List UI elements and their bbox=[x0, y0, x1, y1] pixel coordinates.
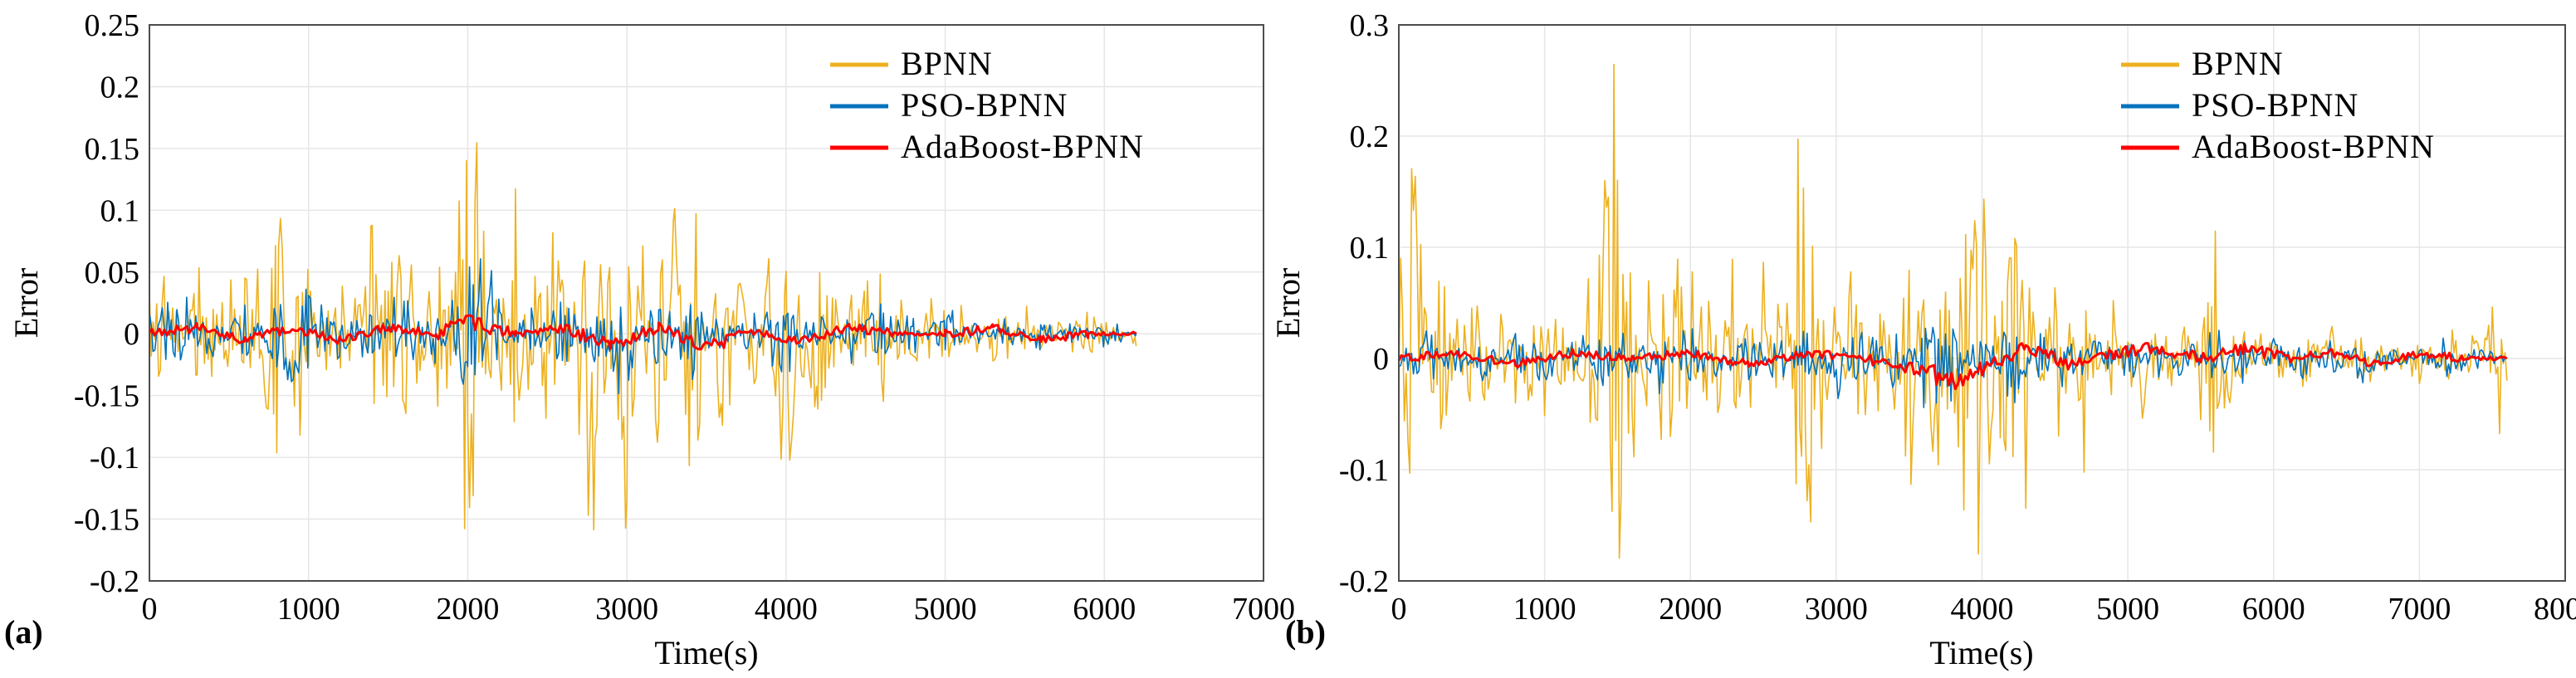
legend-label: PSO-BPNN bbox=[2192, 86, 2358, 124]
series-line-bpnn bbox=[1398, 63, 2508, 559]
legend-b: BPNN PSO-BPNN AdaBoost-BPNN bbox=[2121, 45, 2435, 165]
y-tick-label: 0 bbox=[1373, 342, 1389, 377]
x-tick-label: 7000 bbox=[1232, 592, 1295, 627]
x-tick-label: 3000 bbox=[595, 592, 658, 627]
x-axis-label-a: Time(s) bbox=[654, 634, 758, 671]
y-tick-label: -0.15 bbox=[74, 379, 139, 414]
panel-label-b: (b) bbox=[1285, 613, 1326, 651]
y-tick-label: -0.2 bbox=[1339, 564, 1389, 599]
legend-label: BPNN bbox=[901, 45, 993, 82]
series-line-pso-bpnn bbox=[149, 258, 1137, 395]
y-tick-label: -0.2 bbox=[90, 564, 139, 599]
grid-a bbox=[149, 24, 1264, 582]
chart-panel-b: 0.3 0.2 0.1 0 -0.1 -0.2 0 1000 2000 3000 4000 5000… bbox=[1269, 8, 2576, 671]
series-line-adaboost-bpnn bbox=[148, 314, 1137, 351]
x-tick-label: 5000 bbox=[914, 592, 977, 627]
legend-label: PSO-BPNN bbox=[901, 86, 1068, 124]
x-axis-label-b: Time(s) bbox=[1929, 634, 2033, 671]
y-tick-label: 0.2 bbox=[1350, 120, 1390, 154]
legend-a: BPNN PSO-BPNN AdaBoost-BPNN bbox=[830, 45, 1144, 165]
y-tick-label: 0.1 bbox=[100, 193, 140, 228]
panel-label-a: (a) bbox=[4, 613, 43, 651]
x-tick-label: 2000 bbox=[436, 592, 499, 627]
x-tick-label: 2000 bbox=[1659, 592, 1722, 627]
x-tick-label: 0 bbox=[142, 592, 158, 627]
series-line-bpnn bbox=[149, 142, 1137, 531]
y-tick-label: 0.3 bbox=[1350, 8, 1390, 43]
y-axis-label-b: Error bbox=[1269, 268, 1307, 338]
x-tick-label: 8000 bbox=[2534, 592, 2576, 627]
x-tick-label: 4000 bbox=[755, 592, 818, 627]
x-tick-label: 5000 bbox=[2096, 592, 2159, 627]
x-tick-label: 0 bbox=[1391, 592, 1407, 627]
x-tick-labels-b: 0 1000 2000 3000 4000 5000 6000 7000 8000 bbox=[1391, 592, 2576, 627]
x-tick-label: 6000 bbox=[1073, 592, 1136, 627]
y-tick-label: -0.15 bbox=[74, 503, 139, 538]
y-tick-labels-a: 0.25 0.2 0.15 0.1 0.05 0 -0.15 -0.1 -0.15 -0.2 bbox=[74, 8, 139, 599]
axes-frame-b bbox=[1398, 24, 2566, 582]
legend-label: AdaBoost-BPNN bbox=[901, 128, 1144, 165]
x-tick-label: 1000 bbox=[277, 592, 340, 627]
legend-label: AdaBoost-BPNN bbox=[2192, 128, 2435, 165]
y-tick-label: -0.1 bbox=[1339, 453, 1389, 488]
chart-panel-a: 0.25 0.2 0.15 0.1 0.05 0 -0.15 -0.1 -0.15 -0.2 0 1… bbox=[4, 8, 1295, 671]
y-tick-label: 0.05 bbox=[85, 256, 140, 290]
x-tick-label: 7000 bbox=[2388, 592, 2451, 627]
y-axis-label-a: Error bbox=[7, 268, 45, 338]
y-tick-label: -0.1 bbox=[90, 441, 139, 476]
x-tick-labels-a: 0 1000 2000 3000 4000 5000 6000 7000 bbox=[142, 592, 1296, 627]
legend-label: BPNN bbox=[2192, 45, 2284, 82]
axes-frame-a bbox=[149, 24, 1264, 582]
x-tick-label: 1000 bbox=[1513, 592, 1576, 627]
series-line-adaboost-bpnn bbox=[1397, 342, 2508, 391]
y-tick-label: 0.2 bbox=[100, 70, 140, 105]
plot-lines-a bbox=[148, 142, 1137, 531]
y-tick-label: 0.25 bbox=[85, 8, 140, 43]
x-tick-label: 3000 bbox=[1805, 592, 1868, 627]
x-tick-label: 4000 bbox=[1951, 592, 2014, 627]
plot-lines-b bbox=[1397, 63, 2508, 559]
y-tick-label: 0.15 bbox=[85, 132, 140, 167]
x-tick-label: 6000 bbox=[2242, 592, 2305, 627]
y-tick-label: 0.1 bbox=[1350, 231, 1390, 266]
y-tick-label: 0 bbox=[124, 317, 139, 352]
y-tick-labels-b: 0.3 0.2 0.1 0 -0.1 -0.2 bbox=[1339, 8, 1389, 599]
